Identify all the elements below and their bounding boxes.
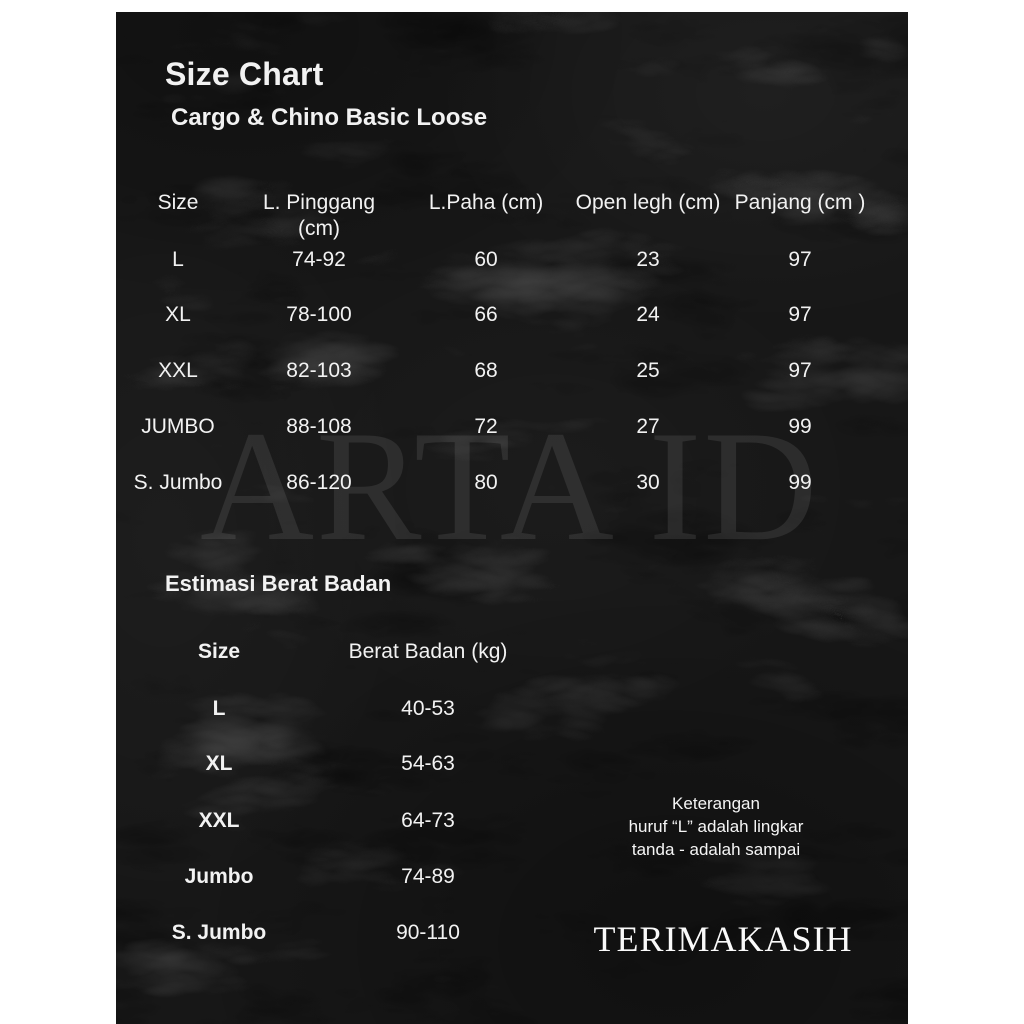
cell-size: JUMBO (141, 415, 215, 438)
weight-section-title: Estimasi Berat Badan (165, 571, 392, 596)
table-row: XL 54-63 (116, 751, 534, 777)
column-header-weight: Berat Badan (kg) (348, 640, 508, 663)
cell-size: XL (205, 752, 233, 775)
column-header-size: Size (157, 191, 199, 214)
cell-value: 90-110 (396, 921, 460, 944)
column-header-size: Size (197, 640, 241, 663)
cell-value: 99 (788, 415, 812, 438)
size-chart-card: ARTA ID Size Chart Cargo & Chino Basic L… (116, 12, 908, 1024)
cell-value: 88-108 (286, 415, 352, 438)
note-line-keterangan: Keterangan (672, 794, 760, 813)
cell-size: XXL (158, 359, 198, 382)
cell-size: S. Jumbo (171, 921, 267, 944)
note-line-tanda: tanda - adalah sampai (631, 840, 801, 859)
cell-size: XXL (198, 809, 240, 832)
table-row: XXL 64-73 (116, 808, 534, 834)
cell-value: 80 (474, 471, 498, 494)
marble-texture (116, 12, 908, 1024)
table-row: XXL 82-103 68 25 97 (116, 358, 878, 384)
table-row: L 40-53 (116, 696, 534, 722)
cell-value: 27 (636, 415, 660, 438)
cell-value: 82-103 (286, 359, 352, 382)
table-row: XL 78-100 66 24 97 (116, 302, 878, 328)
cell-value: 68 (474, 359, 498, 382)
size-chart-header-row: Size L. Pinggang (cm) L.Paha (cm) Open l… (116, 190, 878, 242)
cell-value: 97 (788, 303, 812, 326)
cell-size: S. Jumbo (133, 471, 223, 494)
cell-value: 54-63 (401, 752, 455, 775)
cell-value: 74-92 (292, 248, 346, 271)
table-row: S. Jumbo 90-110 (116, 920, 534, 946)
cell-value: 72 (474, 415, 498, 438)
cell-value: 66 (474, 303, 498, 326)
cell-value: 30 (636, 471, 660, 494)
cell-value: 99 (788, 471, 812, 494)
product-name: Cargo & Chino Basic Loose (171, 104, 488, 131)
cell-value: 97 (788, 359, 812, 382)
cell-value: 40-53 (401, 697, 455, 720)
cell-size: L (172, 248, 184, 271)
note-line-huruf: huruf “L” adalah lingkar (628, 817, 804, 836)
texture-shading (116, 12, 908, 1024)
cell-size: XL (165, 303, 191, 326)
column-header-open-leg: Open legh (cm) (575, 191, 721, 214)
cell-value: 24 (636, 303, 660, 326)
cell-value: 64-73 (401, 809, 455, 832)
brand-watermark: ARTA ID (200, 399, 820, 574)
table-row: JUMBO 88-108 72 27 99 (116, 414, 878, 440)
cell-value: 25 (636, 359, 660, 382)
thanks-text: TERIMAKASIH (593, 919, 853, 959)
cell-size: L (212, 697, 226, 720)
table-row: Jumbo 74-89 (116, 864, 534, 890)
cell-value: 60 (474, 248, 498, 271)
cell-value: 86-120 (286, 471, 352, 494)
column-header-panjang: Panjang (cm ) (734, 191, 866, 214)
column-header-paha: L.Paha (cm) (428, 191, 544, 214)
page-title: Size Chart (165, 56, 324, 92)
column-header-pinggang: L. Pinggang (cm) (262, 191, 376, 240)
cell-size: Jumbo (184, 865, 254, 888)
notes-block: Keterangan huruf “L” adalah lingkar tand… (556, 792, 876, 861)
table-row: L 74-92 60 23 97 (116, 247, 878, 273)
cell-value: 23 (636, 248, 660, 271)
table-row: S. Jumbo 86-120 80 30 99 (116, 470, 878, 496)
cell-value: 74-89 (401, 865, 455, 888)
cell-value: 97 (788, 248, 812, 271)
cell-value: 78-100 (286, 303, 352, 326)
weight-header-row: Size Berat Badan (kg) (116, 639, 534, 665)
